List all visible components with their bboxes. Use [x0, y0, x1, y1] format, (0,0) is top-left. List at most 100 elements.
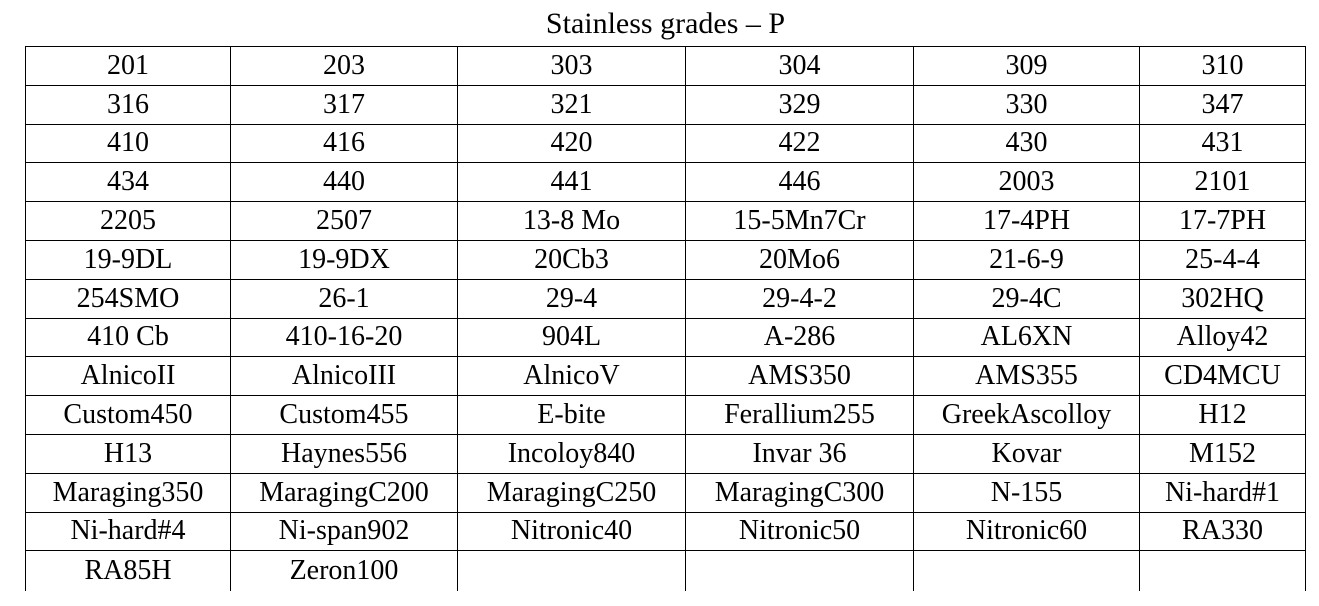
table-cell: 2101	[1139, 162, 1306, 203]
table-cell: 29-4-2	[685, 278, 914, 319]
table-cell: 201	[25, 46, 231, 86]
table-cell: M152	[1139, 433, 1306, 474]
table-row: AlnicoII AlnicoIII AlnicoV AMS350 AMS355 CD4M…	[25, 356, 1306, 397]
table-cell: 303	[457, 46, 686, 86]
table-cell: 254SMO	[25, 278, 231, 319]
table-cell: H13	[25, 433, 231, 474]
table-cell: 309	[913, 46, 1140, 86]
table-row: Ni-hard#4 Ni-span902 Nitronic40 Nitronic50 N…	[25, 511, 1306, 552]
table-cell: Ni-hard#1	[1139, 472, 1306, 513]
table-cell: 203	[230, 46, 458, 86]
table-cell: 302HQ	[1139, 278, 1306, 319]
table-row: 2205 2507 13-8 Mo 15-5Mn7Cr 17-4PH 17-7PH	[25, 201, 1306, 241]
table-cell: 2205	[25, 201, 231, 241]
table-cell: H12	[1139, 395, 1306, 435]
table-cell: N-155	[913, 472, 1140, 513]
table-cell: 446	[685, 162, 914, 203]
table-cell: Ferallium255	[685, 395, 914, 435]
table-cell: 29-4C	[913, 278, 1140, 319]
table-cell: 316	[25, 84, 231, 125]
table-cell: 20Cb3	[457, 239, 686, 280]
table-cell: Ni-hard#4	[25, 511, 231, 552]
table-cell: Haynes556	[230, 433, 458, 474]
table-cell: E-bite	[457, 395, 686, 435]
table-cell: Nitronic60	[913, 511, 1140, 552]
table-cell: AMS350	[685, 356, 914, 397]
table-cell: Maraging350	[25, 472, 231, 513]
table-cell: 13-8 Mo	[457, 201, 686, 241]
table-cell: A-286	[685, 317, 914, 358]
table-cell: 15-5Mn7Cr	[685, 201, 914, 241]
table-cell: 422	[685, 123, 914, 164]
table-row: 254SMO 26-1 29-4 29-4-2 29-4C 302HQ	[25, 278, 1306, 319]
table-cell: AL6XN	[913, 317, 1140, 358]
table-cell: AMS355	[913, 356, 1140, 397]
table-cell: AlnicoII	[25, 356, 231, 397]
table-cell: AlnicoV	[457, 356, 686, 397]
table-cell: Zeron100	[230, 550, 458, 592]
table-cell: 26-1	[230, 278, 458, 319]
table-cell: 440	[230, 162, 458, 203]
table-row: 19-9DL 19-9DX 20Cb3 20Mo6 21-6-9 25-4-4	[25, 239, 1306, 280]
table-cell: Ni-span902	[230, 511, 458, 552]
table-cell: 317	[230, 84, 458, 125]
table-cell: 416	[230, 123, 458, 164]
table-cell: Nitronic50	[685, 511, 914, 552]
table-cell: 17-7PH	[1139, 201, 1306, 241]
table-cell: RA85H	[25, 550, 231, 592]
table-cell: Custom450	[25, 395, 231, 435]
table-cell: 17-4PH	[913, 201, 1140, 241]
table-cell: MaragingC300	[685, 472, 914, 513]
table-cell: 431	[1139, 123, 1306, 164]
table-row: 201 203 303 304 309 310	[25, 46, 1306, 86]
table-cell: 21-6-9	[913, 239, 1140, 280]
table-cell: Custom455	[230, 395, 458, 435]
table-cell	[913, 550, 1140, 592]
table-cell: MaragingC200	[230, 472, 458, 513]
table-row: 410 Cb 410-16-20 904L A-286 AL6XN Alloy42	[25, 317, 1306, 358]
table-cell: 434	[25, 162, 231, 203]
table-cell: 347	[1139, 84, 1306, 125]
table-cell: 441	[457, 162, 686, 203]
table-cell: 25-4-4	[1139, 239, 1306, 280]
table-row: RA85H Zeron100	[25, 550, 1306, 592]
table-cell: GreekAscolloy	[913, 395, 1140, 435]
table-cell: 19-9DX	[230, 239, 458, 280]
table-cell	[685, 550, 914, 592]
table-cell: CD4MCU	[1139, 356, 1306, 397]
table-cell: 29-4	[457, 278, 686, 319]
table-cell: 904L	[457, 317, 686, 358]
table-row: 316 317 321 329 330 347	[25, 84, 1306, 125]
table-cell: 330	[913, 84, 1140, 125]
table-cell: Kovar	[913, 433, 1140, 474]
table-row: Maraging350 MaragingC200 MaragingC250 Marag…	[25, 472, 1306, 513]
table-cell: 310	[1139, 46, 1306, 86]
table-cell: Nitronic40	[457, 511, 686, 552]
page-title: Stainless grades – P	[545, 7, 786, 40]
table-cell: MaragingC250	[457, 472, 686, 513]
table-row: H13 Haynes556 Incoloy840 Invar 36 Kovar M152	[25, 433, 1306, 474]
grades-table-body: 201 203 303 304 309 310 316 317 321 329 330 347 410 4…	[25, 46, 1306, 592]
table-cell: 304	[685, 46, 914, 86]
table-cell: 410 Cb	[25, 317, 231, 358]
table-cell	[1139, 550, 1306, 592]
table-cell: 20Mo6	[685, 239, 914, 280]
table-cell: Incoloy840	[457, 433, 686, 474]
table-row: 410 416 420 422 430 431	[25, 123, 1306, 164]
table-cell: 2003	[913, 162, 1140, 203]
table-cell: Alloy42	[1139, 317, 1306, 358]
table-cell: 420	[457, 123, 686, 164]
table-cell: Invar 36	[685, 433, 914, 474]
table-cell: 410-16-20	[230, 317, 458, 358]
table-cell: 321	[457, 84, 686, 125]
table-row: Custom450 Custom455 E-bite Ferallium255 Gree…	[25, 395, 1306, 435]
table-cell: 19-9DL	[25, 239, 231, 280]
table-cell: 410	[25, 123, 231, 164]
table-cell: RA330	[1139, 511, 1306, 552]
table-cell	[457, 550, 686, 592]
table-cell: 2507	[230, 201, 458, 241]
table-cell: AlnicoIII	[230, 356, 458, 397]
grades-table: 201 203 303 304 309 310 316 317 321 329 330 347 410 4…	[25, 46, 1306, 592]
table-cell: 430	[913, 123, 1140, 164]
table-cell: 329	[685, 84, 914, 125]
